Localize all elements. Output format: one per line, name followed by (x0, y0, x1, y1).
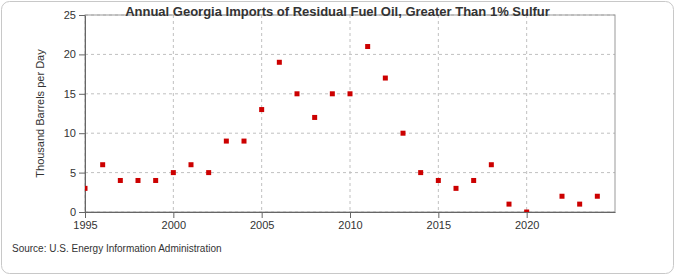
tick-label: 2005 (250, 219, 274, 231)
point (118, 178, 123, 183)
point (136, 178, 141, 183)
frame (2, 2, 674, 274)
point (312, 115, 317, 120)
tick-mark (262, 212, 263, 218)
point (224, 139, 229, 144)
point (365, 44, 370, 49)
tick-label: 2015 (427, 219, 451, 231)
tick: 2010 (338, 212, 362, 231)
tick-mark (173, 212, 174, 218)
tick-label: 5 (70, 167, 76, 179)
title: Annual Georgia Imports of Residual Fuel … (125, 4, 550, 19)
tick-mark (79, 173, 85, 174)
tick: 15 (64, 88, 85, 100)
tick-mark (79, 15, 85, 16)
tick-label: 15 (64, 88, 76, 100)
grid-line-x (350, 15, 351, 212)
tick-label: 2020 (515, 219, 539, 231)
chart: 1995 2000 2005 2010 2015 2020 0 5 10 15 20 25 Annual… (0, 0, 675, 275)
point (507, 202, 512, 207)
tick-mark (438, 212, 439, 218)
point (560, 194, 565, 199)
tick: 0 (70, 206, 85, 218)
grid-line-y (85, 133, 615, 134)
tick: 25 (64, 9, 85, 21)
tick: 10 (64, 127, 85, 139)
point (259, 107, 264, 112)
plot: 1995 2000 2005 2010 2015 2020 0 5 10 15 20 25 (64, 9, 616, 231)
tick-label: 2010 (338, 219, 362, 231)
point (489, 162, 494, 167)
plot-frame (85, 15, 615, 212)
y-axis-title: Thousand Barrels per Day (34, 49, 46, 178)
grid (85, 15, 615, 212)
grid-line-x (173, 15, 174, 212)
tick-mark (79, 54, 85, 55)
point (171, 170, 176, 175)
tick: 2000 (162, 212, 186, 231)
tick-label: 2000 (162, 219, 186, 231)
tick-mark (85, 212, 86, 218)
grid-line-x (526, 15, 527, 212)
point (595, 194, 600, 199)
tick: 1995 (73, 212, 97, 231)
point (206, 170, 211, 175)
grid-line-x (261, 15, 262, 212)
points (85, 44, 600, 212)
point (242, 139, 247, 144)
tick-label: 0 (70, 206, 76, 218)
point (295, 91, 300, 96)
tick-mark (79, 133, 85, 134)
tick-label: 10 (64, 127, 76, 139)
point (348, 91, 353, 96)
x-axis: 1995 2000 2005 2010 2015 2020 (73, 212, 615, 231)
point (524, 210, 529, 213)
tick-mark (79, 94, 85, 95)
point (436, 178, 441, 183)
source: Source: U.S. Energy Information Administ… (12, 243, 222, 254)
point (153, 178, 158, 183)
point (277, 60, 282, 65)
point (330, 91, 335, 96)
tick: 2005 (250, 212, 274, 231)
grid-line-y (85, 54, 615, 55)
point (100, 162, 105, 167)
axis-line (85, 16, 86, 213)
tick-label: 25 (64, 9, 76, 21)
point (418, 170, 423, 175)
point (189, 162, 194, 167)
point (383, 76, 388, 81)
point (454, 186, 459, 191)
tick-label: 1995 (73, 219, 97, 231)
y-axis: 0 5 10 15 20 25 (64, 9, 86, 218)
tick-mark (350, 212, 351, 218)
tick-label: 20 (64, 48, 76, 60)
point (401, 131, 406, 136)
point (577, 202, 582, 207)
tick: 20 (64, 48, 85, 60)
point (471, 178, 476, 183)
tick: 5 (70, 167, 85, 179)
point (85, 186, 88, 191)
tick: 2020 (515, 212, 539, 231)
tick: 2015 (427, 212, 451, 231)
tick-mark (79, 212, 85, 213)
tick-mark (527, 212, 528, 218)
